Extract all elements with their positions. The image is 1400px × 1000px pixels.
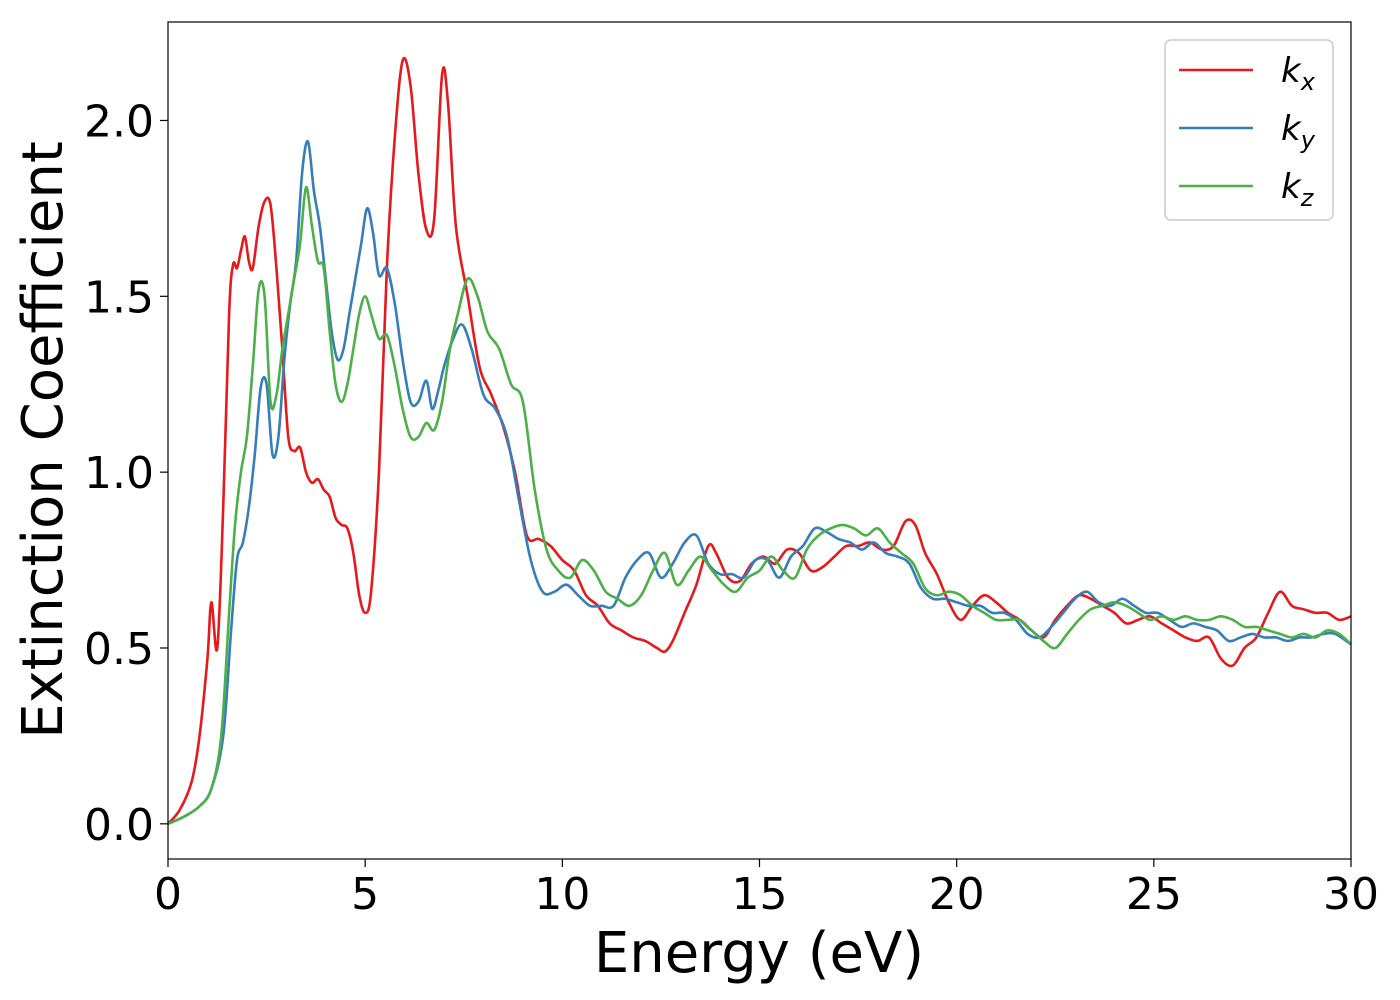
x-axis: 0 5 10 15 20 25 30 <box>154 859 1379 920</box>
legend-label-y: ky <box>1281 109 1316 154</box>
legend-label-main: k <box>1281 109 1302 149</box>
x-tick-label: 20 <box>929 869 985 920</box>
legend-label-subscript: z <box>1300 184 1315 212</box>
x-tick-label: 30 <box>1323 869 1379 920</box>
x-tick-label: 0 <box>154 869 182 920</box>
legend-label-x: kx <box>1281 51 1316 96</box>
y-tick-label: 1.0 <box>84 448 154 499</box>
series-layer <box>167 56 1352 826</box>
x-tick-label: 10 <box>534 869 590 920</box>
y-axis-title: Extinction Coefficient <box>11 141 76 739</box>
legend-label-main: k <box>1281 51 1302 91</box>
x-tick-label: 5 <box>351 869 379 920</box>
series-line-z <box>167 185 1352 826</box>
y-tick-label: 2.0 <box>84 96 154 147</box>
y-axis: 0.0 0.5 1.0 1.5 2.0 <box>84 96 168 851</box>
y-tick-label: 0.5 <box>84 624 154 675</box>
x-axis-title: Energy (eV) <box>594 921 924 986</box>
x-tick-label: 25 <box>1126 869 1182 920</box>
legend-label-subscript: y <box>1300 126 1316 154</box>
y-tick-label: 1.5 <box>84 272 154 323</box>
series-line-y <box>167 139 1352 826</box>
legend-frame <box>1164 39 1334 221</box>
legend-label-z: kz <box>1281 167 1315 212</box>
legend-label-subscript: x <box>1300 68 1316 96</box>
legend-label-main: k <box>1281 167 1302 207</box>
x-tick-label: 15 <box>732 869 788 920</box>
y-tick-label: 0.0 <box>84 800 154 851</box>
